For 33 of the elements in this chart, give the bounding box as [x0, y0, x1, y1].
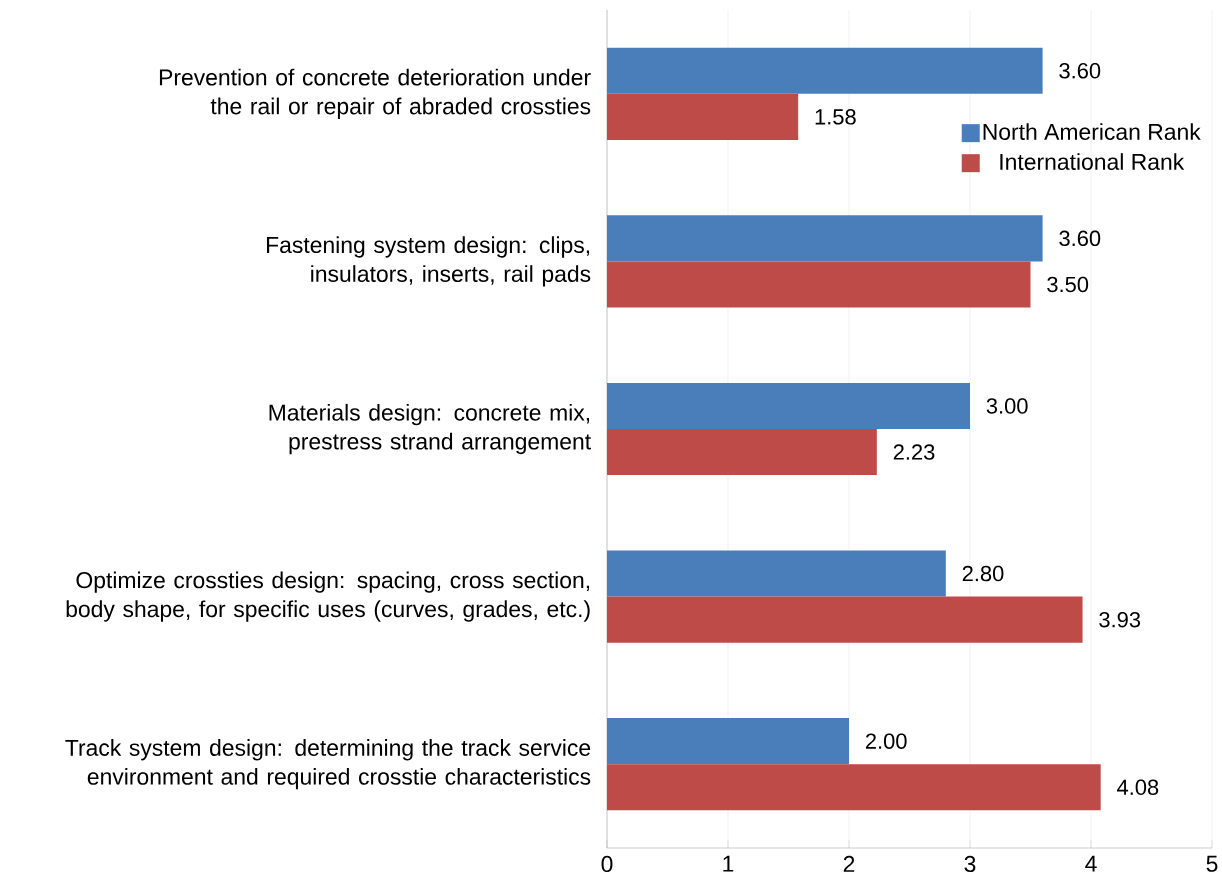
x-tick-label: 3	[964, 855, 976, 873]
data-label: 3.93	[1099, 611, 1141, 628]
y-tick-label: Optimize crossties design: spacing, cross section, body shape, for specific uses (curves, grades, etc.)	[66, 571, 590, 622]
bar	[607, 93, 799, 140]
y-tick-label: Track system design: determining the track service environment and required crosstie characteristics	[65, 739, 591, 790]
data-label: 2.23	[893, 444, 935, 460]
y-tick-label: Fastening system design: clips, insulators, inserts, rail pads	[267, 236, 591, 287]
legend-label: International Rank	[1000, 153, 1185, 170]
y-tick-label: Prevention of concrete deterioration under the rail or repair of abraded crossties	[159, 68, 591, 119]
y-tick-label: Materials design: concrete mix, prestress strand arrangement	[269, 403, 591, 455]
x-tick-label: 0	[601, 855, 613, 873]
bar	[607, 261, 1031, 308]
bar	[607, 382, 970, 430]
data-label: 3.60	[1059, 230, 1101, 247]
bar	[607, 718, 849, 765]
x-tick-label: 5	[1206, 855, 1218, 872]
bar	[607, 215, 1043, 262]
data-label: 4.08	[1117, 779, 1159, 796]
bar	[607, 764, 1101, 811]
data-label: 2.80	[962, 565, 1004, 582]
bar	[607, 550, 946, 597]
data-label: 3.50	[1047, 276, 1089, 293]
legend-label: North American Rank	[983, 123, 1201, 140]
data-label: 1.58	[815, 109, 856, 125]
bar	[607, 429, 877, 476]
data-label: 2.00	[865, 733, 907, 749]
bar	[607, 47, 1043, 94]
x-tick-label: 4	[1085, 855, 1097, 872]
data-label: 3.60	[1059, 62, 1101, 79]
x-tick-label: 1	[723, 855, 734, 872]
data-label: 3.00	[986, 398, 1028, 414]
bar	[607, 596, 1083, 643]
x-tick-label: 2	[843, 855, 855, 872]
